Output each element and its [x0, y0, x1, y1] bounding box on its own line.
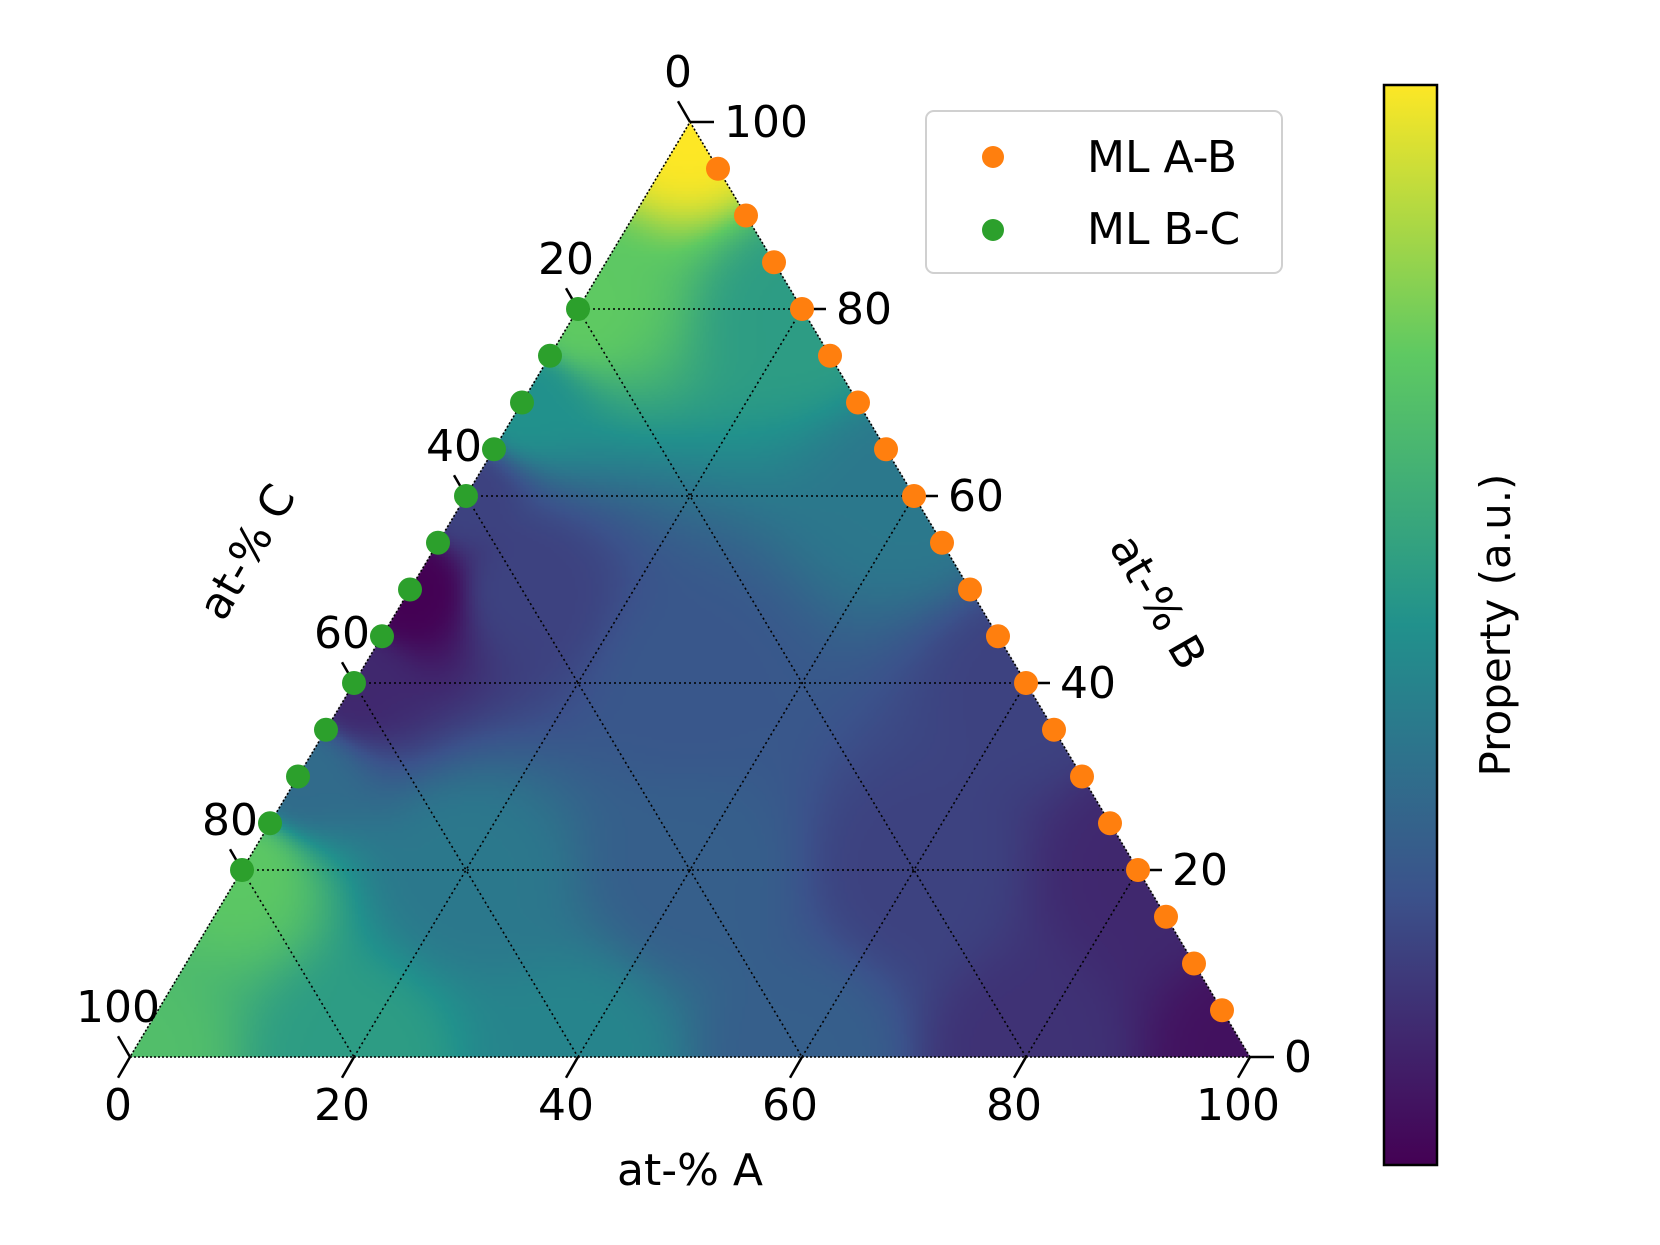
point-ml-b-c-11 — [258, 811, 282, 836]
point-ml-a-b-15 — [1126, 858, 1150, 882]
point-ml-a-b-1 — [734, 203, 758, 228]
point-ml-a-b-13 — [1070, 764, 1094, 789]
tick-label-c-100: 100 — [76, 982, 160, 1033]
legend: ML A-B ML B-C — [925, 110, 1283, 274]
point-ml-a-b-3 — [790, 297, 814, 321]
legend-label-ml-a-b: ML A-B — [1087, 132, 1237, 183]
tick-a-40 — [564, 1056, 580, 1079]
tick-label-c-20: 20 — [538, 234, 594, 285]
point-ml-b-c-10 — [286, 764, 310, 789]
point-ml-b-c-7 — [370, 624, 394, 649]
point-ml-b-c-5 — [426, 530, 450, 555]
tick-label-a-60: 60 — [762, 1080, 818, 1131]
tick-label-c-60: 60 — [314, 608, 370, 659]
tick-label-c-40: 40 — [426, 421, 482, 472]
tick-label-b-20: 20 — [1172, 845, 1228, 896]
point-ml-a-b-17 — [1182, 951, 1206, 976]
tick-label-c-0: 0 — [664, 47, 692, 98]
tick-label-a-100: 100 — [1196, 1080, 1280, 1131]
point-ml-b-c-3 — [482, 437, 506, 462]
tick-label-b-100: 100 — [724, 97, 808, 148]
colorbar-label: Property (a.u.) — [1471, 474, 1520, 777]
point-ml-a-b-0 — [706, 156, 730, 181]
tick-c-100 — [116, 1035, 132, 1058]
tick-label-a-40: 40 — [538, 1080, 594, 1131]
axis-label-c: at-% C — [189, 476, 306, 628]
point-ml-b-c-4 — [454, 484, 478, 508]
point-ml-a-b-11 — [1014, 671, 1038, 695]
grid-lines — [241, 308, 1139, 1058]
grid-line-a-20 — [353, 308, 803, 1058]
point-ml-a-b-6 — [874, 437, 898, 462]
point-ml-a-b-16 — [1154, 904, 1178, 929]
grid-line-a-40 — [577, 495, 915, 1058]
legend-marker-ml-b-c — [982, 219, 1004, 241]
grid-line-c-40 — [465, 495, 803, 1058]
point-ml-a-b-9 — [958, 577, 982, 602]
point-ml-a-b-5 — [846, 390, 870, 415]
tick-label-c-80: 80 — [202, 795, 258, 846]
tick-label-b-80: 80 — [836, 284, 892, 335]
tick-label-a-80: 80 — [986, 1080, 1042, 1131]
legend-box — [925, 110, 1283, 274]
tick-a-80 — [1012, 1056, 1028, 1079]
tick-label-b-60: 60 — [948, 471, 1004, 522]
point-ml-b-c-12 — [230, 858, 254, 882]
point-ml-b-c-1 — [538, 343, 562, 368]
tick-a-60 — [788, 1056, 804, 1079]
legend-marker-ml-a-b — [982, 146, 1004, 168]
colorbar: Property (a.u.) — [1382, 83, 1520, 1167]
point-ml-a-b-14 — [1098, 811, 1122, 836]
point-ml-a-b-7 — [902, 484, 926, 508]
tick-label-a-20: 20 — [314, 1080, 370, 1131]
point-ml-a-b-4 — [818, 343, 842, 368]
tick-label-a-0: 0 — [104, 1080, 132, 1131]
axis-label-b: at-% B — [1099, 526, 1216, 678]
grid-line-c-80 — [241, 869, 355, 1058]
point-ml-b-c-9 — [314, 717, 338, 742]
point-ml-a-b-12 — [1042, 717, 1066, 742]
tick-a-20 — [340, 1056, 356, 1079]
point-ml-b-c-8 — [342, 671, 366, 695]
point-ml-b-c-6 — [398, 577, 422, 602]
tick-label-b-40: 40 — [1060, 658, 1116, 709]
point-ml-a-b-10 — [986, 624, 1010, 649]
grid-line-a-80 — [1025, 869, 1139, 1058]
point-ml-a-b-18 — [1210, 998, 1234, 1023]
tick-c-0 — [676, 100, 692, 123]
point-ml-b-c-2 — [510, 390, 534, 415]
tick-label-b-0: 0 — [1284, 1032, 1312, 1083]
point-ml-b-c-0 — [566, 297, 590, 321]
tick-a-100 — [1236, 1056, 1252, 1079]
colorbar-gradient — [1382, 83, 1439, 1167]
legend-label-ml-b-c: ML B-C — [1087, 204, 1240, 255]
point-ml-a-b-2 — [762, 250, 786, 275]
point-ml-a-b-8 — [930, 530, 954, 555]
axis-label-a: at-% A — [617, 1145, 763, 1196]
tick-a-0 — [116, 1056, 132, 1079]
data-points — [230, 156, 1234, 1023]
